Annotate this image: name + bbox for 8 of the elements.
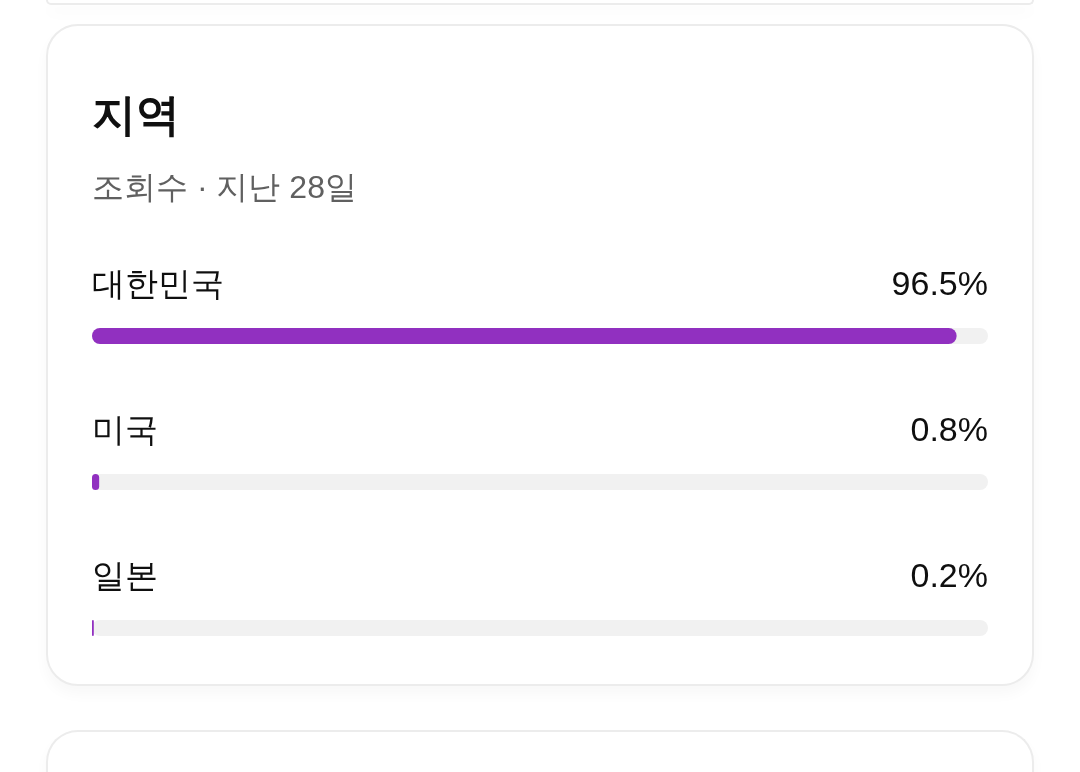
y-tick-label: 대한민국 xyxy=(92,264,224,302)
chart-subtitle: 조회수 · 지난 28일 xyxy=(92,169,357,205)
y-tick-label: 일본 xyxy=(92,556,158,594)
data-label: 96.5% xyxy=(891,264,988,302)
y-tick-label: 미국 xyxy=(92,410,158,448)
chart-title: 지역 xyxy=(92,89,180,139)
data-label: 0.2% xyxy=(910,556,988,594)
data-label: 0.8% xyxy=(910,410,988,448)
